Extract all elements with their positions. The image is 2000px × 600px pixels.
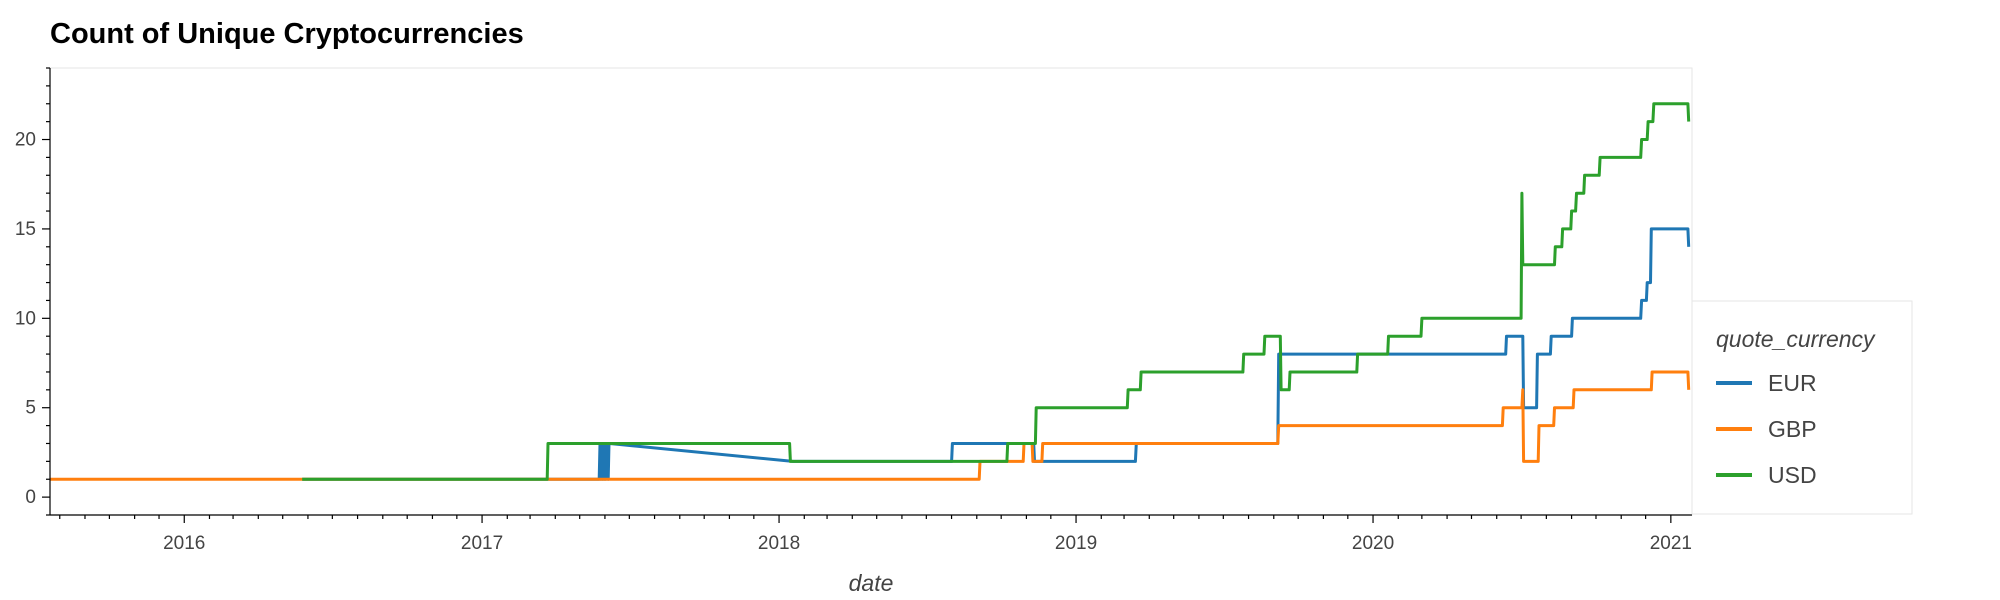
x-axis-ticks: 2016 2017 2018 2019 2020 2021	[59, 515, 1692, 554]
x-tick-label: 2016	[163, 533, 205, 554]
x-tick-label: 2019	[1055, 533, 1097, 554]
x-tick-label: 2017	[461, 533, 503, 554]
y-axis-ticks: 0 5 10 15 20	[15, 67, 50, 516]
y-tick-label: 15	[15, 219, 36, 240]
legend: quote_currency EUR GBP USD	[1691, 300, 1913, 515]
y-tick-label: 0	[25, 487, 36, 508]
x-tick-label: 2018	[758, 533, 800, 554]
plot-frame	[49, 67, 1693, 516]
legend-label-eur: EUR	[1768, 370, 1817, 396]
legend-title: quote_currency	[1716, 326, 1876, 352]
x-tick-label: 2021	[1650, 533, 1692, 554]
series-layer	[50, 102, 1691, 481]
series-line-gbp	[50, 370, 1691, 481]
x-tick-label: 2020	[1352, 533, 1394, 554]
series-line-usd	[302, 102, 1691, 481]
legend-box	[1691, 300, 1913, 515]
y-tick-label: 20	[15, 130, 36, 151]
series-line-eur	[302, 227, 1691, 481]
y-tick-label: 10	[15, 308, 36, 329]
chart-title: Count of Unique Cryptocurrencies	[50, 18, 524, 50]
x-axis-label: date	[849, 570, 894, 596]
legend-label-gbp: GBP	[1768, 416, 1817, 442]
legend-label-usd: USD	[1768, 462, 1817, 488]
y-tick-label: 5	[25, 398, 36, 419]
legend-items: EUR GBP USD	[1716, 370, 1817, 488]
